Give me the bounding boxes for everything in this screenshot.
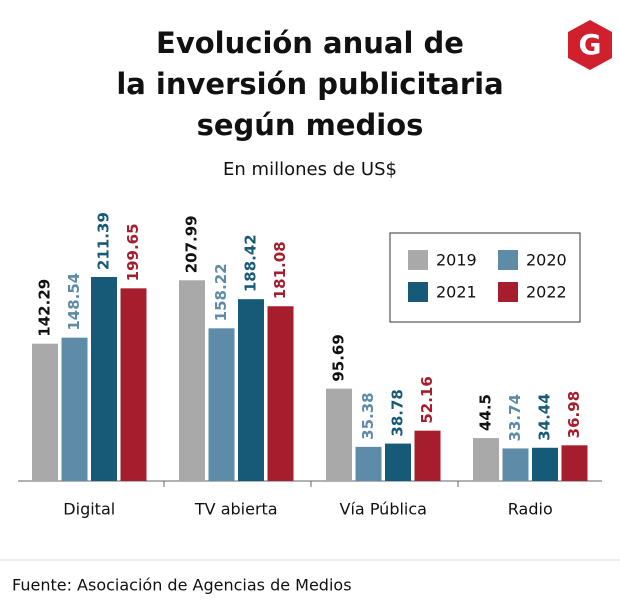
data-label: 181.08	[271, 241, 289, 299]
bar	[502, 448, 529, 481]
bar	[561, 445, 588, 481]
chart-title: según medios	[197, 108, 424, 142]
data-label: 33.74	[506, 394, 524, 441]
bar	[326, 388, 352, 481]
data-label: 35.38	[359, 392, 377, 439]
x-tick-label: Digital	[63, 500, 115, 519]
data-label: 44.5	[477, 394, 495, 431]
data-label: 52.16	[418, 376, 436, 423]
data-label: 199.65	[124, 223, 142, 281]
data-label: 36.98	[565, 391, 583, 438]
data-label: 142.29	[36, 279, 54, 337]
bar	[473, 438, 499, 481]
bar	[61, 337, 88, 481]
bar	[355, 446, 382, 481]
legend-label: 2021	[436, 283, 477, 302]
legend-swatch	[408, 282, 428, 302]
logo: G	[568, 20, 612, 70]
legend-box	[389, 232, 581, 323]
bar	[120, 288, 147, 481]
data-label: 38.78	[389, 389, 407, 436]
bar	[208, 328, 235, 481]
data-label: 34.44	[536, 393, 554, 440]
x-tick-label: TV abierta	[194, 500, 278, 519]
legend-swatch	[498, 282, 518, 302]
bar	[238, 299, 264, 481]
chart-title: la inversión publicitaria	[116, 67, 503, 101]
bar	[91, 277, 117, 481]
data-label: 188.42	[242, 234, 260, 292]
bar	[532, 447, 558, 481]
legend-label: 2022	[526, 283, 567, 302]
bar	[385, 443, 411, 481]
data-label: 211.39	[95, 212, 113, 270]
data-label: 148.54	[65, 273, 83, 331]
bar	[267, 306, 294, 481]
x-tick-label: Radio	[508, 500, 553, 519]
source: Fuente: Asociación de Agencias de Medios	[12, 576, 352, 595]
chart-title: Evolución anual de	[156, 26, 464, 60]
data-label: 207.99	[183, 215, 201, 273]
logo-text: G	[579, 28, 602, 61]
logo-badge	[568, 20, 612, 70]
chart-subtitle: En millones de US$	[223, 159, 397, 180]
bar	[414, 430, 441, 481]
legend-label: 2020	[526, 251, 567, 270]
bar	[32, 343, 58, 481]
legend-swatch	[408, 250, 428, 270]
bar	[179, 280, 205, 481]
legend-label: 2019	[436, 251, 477, 270]
legend-swatch	[498, 250, 518, 270]
x-tick-label: Vía Pública	[340, 500, 427, 519]
data-label: 95.69	[330, 334, 348, 381]
data-label: 158.22	[212, 263, 230, 321]
